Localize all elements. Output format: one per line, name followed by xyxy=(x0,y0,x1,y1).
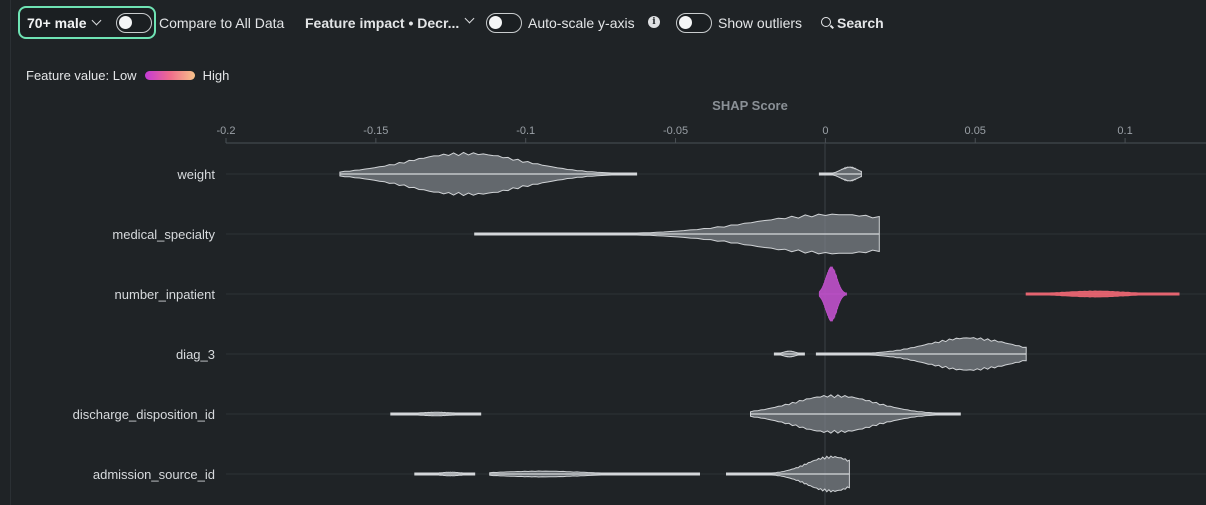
cohort-label: 70+ male xyxy=(27,14,87,31)
x-axis-label: SHAP Score xyxy=(712,98,788,113)
toggle-knob xyxy=(679,16,692,29)
toggle-knob xyxy=(119,16,132,29)
outliers-label: Show outliers xyxy=(718,15,803,31)
compare-label: Compare to All Data xyxy=(159,15,285,31)
search-icon[interactable] xyxy=(821,17,831,27)
sort-dropdown[interactable]: Feature impact • Decr... xyxy=(305,15,460,31)
cohort-dropdown[interactable]: 70+ male xyxy=(18,6,156,39)
feature-label: medical_specialty xyxy=(112,227,215,242)
feature-row[interactable]: number_inpatient xyxy=(115,266,1206,322)
feature-value-legend: Feature value: Low High xyxy=(26,68,229,83)
feature-label: admission_source_id xyxy=(93,467,215,482)
panel-border xyxy=(10,0,11,505)
search-button[interactable]: Search xyxy=(837,15,884,31)
feature-row[interactable]: weight xyxy=(176,151,1206,197)
x-tick-label: 0.1 xyxy=(1117,125,1132,137)
x-tick-label: 0.05 xyxy=(965,125,986,137)
feature-label: weight xyxy=(176,167,215,182)
x-axis-ticks: -0.2 -0.15 -0.1 -0.05 0 0.05 0.1 xyxy=(217,125,1133,143)
feature-label: number_inpatient xyxy=(115,287,216,302)
outliers-toggle[interactable] xyxy=(676,13,712,33)
info-icon[interactable]: i xyxy=(648,16,660,28)
feature-row[interactable]: diag_3 xyxy=(176,337,1206,371)
toggle-knob xyxy=(489,16,502,29)
feature-label: diag_3 xyxy=(176,347,215,362)
x-tick-label: 0 xyxy=(822,125,828,137)
feature-row[interactable]: discharge_disposition_id xyxy=(73,394,1206,434)
compare-toggle[interactable] xyxy=(116,13,152,33)
feature-label: discharge_disposition_id xyxy=(73,407,215,422)
feature-row[interactable]: medical_specialty xyxy=(112,213,1206,255)
x-tick-label: -0.05 xyxy=(663,125,688,137)
autoscale-label: Auto-scale y-axis xyxy=(528,15,635,31)
legend-high-label: High xyxy=(202,68,230,83)
feature-row[interactable]: admission_source_id xyxy=(93,455,1206,493)
autoscale-toggle[interactable] xyxy=(486,13,522,33)
violin-rows: weight medical_specialty number_inpatientd… xyxy=(73,151,1206,493)
x-tick-label: -0.1 xyxy=(516,125,535,137)
legend-gradient xyxy=(144,71,195,80)
x-tick-label: -0.2 xyxy=(217,125,236,137)
x-tick-label: -0.15 xyxy=(363,125,388,137)
toolbar: 70+ male Compare to All Data Feature imp… xyxy=(0,0,1206,46)
legend-low-label: Feature value: Low xyxy=(26,68,137,83)
